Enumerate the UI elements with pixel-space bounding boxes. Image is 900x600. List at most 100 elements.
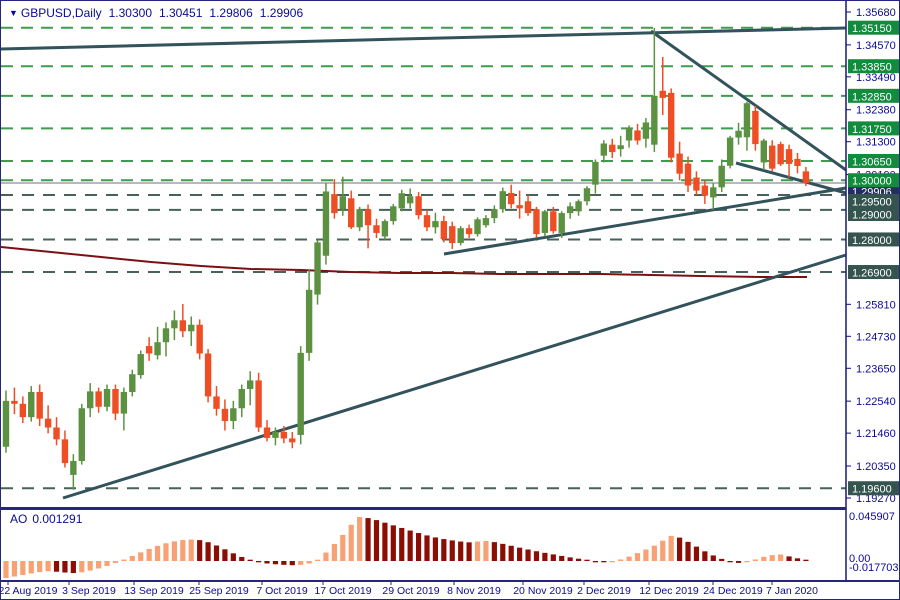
candle-body (558, 213, 565, 233)
ao-bar (601, 561, 607, 563)
candle-body (802, 171, 810, 184)
date-label: 8 Nov 2019 (447, 585, 501, 597)
ao-bar (247, 559, 253, 561)
candle-body (179, 320, 187, 332)
ao-bar (390, 525, 396, 561)
price-tick-label: 1.19270 (856, 493, 896, 505)
ao-bar (20, 561, 26, 575)
ao-bar (584, 559, 590, 561)
ao-bar (357, 517, 363, 561)
ao-bar (11, 561, 18, 577)
candle-body (575, 201, 582, 212)
ao-bar (373, 520, 380, 561)
candle-body (651, 95, 658, 145)
ao-bar (660, 540, 666, 561)
ao-bar (239, 556, 245, 561)
upper-resistance-line[interactable] (1, 26, 847, 51)
candle-body (272, 431, 279, 438)
price-tick-label: 1.31300 (856, 137, 896, 149)
level-badge (848, 88, 899, 103)
ao-bar (508, 545, 514, 561)
ao-bar (643, 549, 649, 561)
candle-body (440, 221, 448, 240)
candle-body (255, 380, 262, 428)
ao-bar (668, 535, 674, 561)
candle-body (162, 328, 170, 343)
candle-body (415, 196, 422, 216)
candle-body (356, 209, 363, 228)
candle-body (112, 389, 119, 414)
level-badge (848, 59, 899, 74)
candle-body (566, 206, 574, 214)
candle-body (701, 185, 709, 196)
ao-bar (87, 561, 93, 571)
ao-bar (794, 558, 801, 561)
price-tick-label: 1.22540 (856, 396, 896, 408)
candle-body (188, 324, 195, 332)
ao-bar (634, 553, 641, 561)
candle-body (70, 460, 77, 475)
date-label: 3 Sep 2019 (62, 585, 116, 597)
candle-body (659, 90, 666, 98)
candle-body (785, 149, 793, 164)
ao-bar (525, 549, 531, 561)
ao-bar (693, 546, 700, 561)
ao-bar (424, 535, 430, 561)
candle-body (11, 400, 18, 404)
candle-body (474, 219, 481, 235)
ao-bar (213, 545, 220, 561)
candle-body (625, 127, 633, 141)
ao-indicator-name: AO (10, 512, 28, 526)
ao-bar (53, 561, 60, 572)
candle-body (390, 206, 397, 222)
candle-body (297, 352, 304, 435)
ao-bar (121, 559, 127, 561)
candle-body (794, 158, 801, 167)
ao-bar (281, 561, 287, 565)
ao-bar (70, 561, 76, 574)
ao-bar (702, 551, 708, 561)
level-badge-label: 1.29000 (852, 210, 892, 222)
ao-bar (365, 518, 371, 561)
descending-trendline-from-peak[interactable] (650, 29, 847, 172)
price-tick-label: 1.20350 (856, 461, 896, 473)
candle-body (238, 389, 245, 409)
level-badge-label: 1.35150 (852, 23, 892, 35)
ao-bar (197, 540, 203, 561)
ao-bar (272, 561, 279, 565)
candle-body (735, 130, 742, 138)
ao-bar (803, 559, 809, 561)
candle-body (289, 438, 296, 443)
ao-bar (761, 556, 767, 561)
collapse-arrow-icon[interactable]: ▼ (9, 8, 18, 18)
ao-bar (222, 549, 228, 561)
candle-body (53, 427, 60, 440)
ao-bar (651, 545, 657, 561)
date-label: 25 Sep 2019 (189, 585, 249, 597)
candle-body (204, 353, 212, 397)
moving-average-line[interactable] (1, 246, 807, 278)
level-badge (848, 121, 899, 136)
ao-bar (786, 556, 792, 561)
ascending-support-inner[interactable] (443, 186, 847, 256)
candle-body (129, 374, 136, 392)
ao-indicator-value: 0.001291 (32, 512, 83, 526)
candle-body (693, 177, 700, 191)
short-descending-trendline[interactable] (735, 161, 847, 195)
ao-bar (626, 556, 632, 561)
ao-bar (575, 558, 582, 561)
candle-body (617, 145, 624, 150)
pane-separator[interactable] (1, 507, 846, 510)
candle-body (364, 209, 372, 226)
ascending-support-long[interactable] (62, 253, 847, 500)
candle-body (524, 201, 532, 214)
ao-bar (550, 554, 556, 561)
candle-body (726, 137, 734, 166)
ao-bar (592, 561, 598, 563)
date-label: 17 Oct 2019 (314, 585, 371, 597)
date-label: 22 Aug 2019 (1, 585, 58, 597)
candle-body (752, 110, 759, 145)
candle-body (373, 225, 380, 233)
